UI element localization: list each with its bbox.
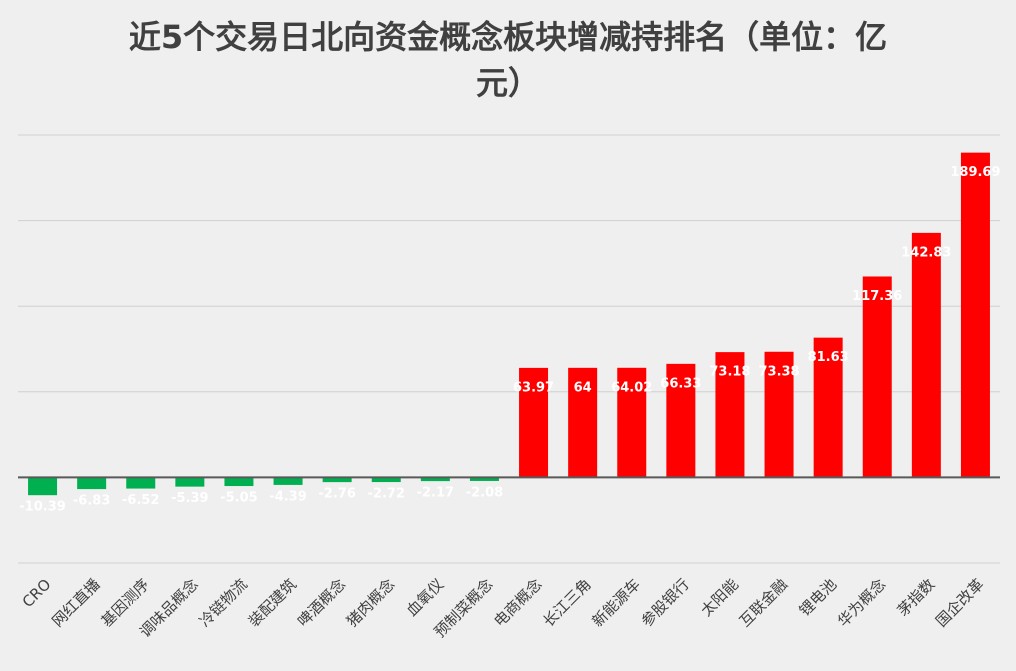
x-tick-label: 新能源车 bbox=[589, 575, 644, 630]
x-tick-label: 茅指数 bbox=[894, 575, 939, 620]
value-label: 63.97 bbox=[513, 380, 554, 395]
bar bbox=[28, 477, 58, 496]
x-tick-label: 长江三角 bbox=[539, 575, 594, 630]
value-label: 73.38 bbox=[758, 364, 799, 379]
bar bbox=[420, 477, 450, 482]
value-label: -4.39 bbox=[269, 489, 306, 504]
x-tick-label: 冷链物流 bbox=[196, 575, 251, 630]
value-label: -2.72 bbox=[368, 487, 405, 502]
bar bbox=[960, 152, 990, 478]
x-tick-label: CRO bbox=[19, 575, 55, 611]
value-label: 142.83 bbox=[901, 245, 951, 260]
x-tick-label: 锂电池 bbox=[796, 575, 841, 620]
bar bbox=[469, 477, 499, 481]
bar bbox=[813, 337, 843, 478]
bar bbox=[175, 477, 205, 487]
value-label: -5.05 bbox=[220, 491, 257, 506]
bar bbox=[862, 276, 892, 478]
bar bbox=[568, 367, 598, 478]
x-tick-label: 啤酒概念 bbox=[294, 575, 349, 630]
bar bbox=[371, 477, 401, 483]
bar bbox=[126, 477, 156, 489]
bar bbox=[617, 367, 647, 478]
value-label: -5.39 bbox=[171, 491, 208, 506]
value-label: -2.76 bbox=[318, 487, 355, 502]
value-label: -2.17 bbox=[417, 486, 454, 501]
value-label: -10.39 bbox=[19, 500, 66, 515]
value-label: -2.08 bbox=[466, 485, 503, 500]
bar bbox=[322, 477, 352, 483]
value-label: 73.18 bbox=[709, 365, 750, 380]
bar bbox=[764, 351, 794, 478]
chart-title: 近5个交易日北向资金概念板块增减持排名（单位：亿元） bbox=[128, 18, 888, 102]
value-label: -6.52 bbox=[122, 493, 159, 508]
value-label: 64 bbox=[574, 380, 592, 395]
x-tick-label: 互联金融 bbox=[736, 575, 791, 630]
value-label: 81.63 bbox=[808, 350, 849, 365]
bar bbox=[715, 352, 745, 478]
value-label: 117.36 bbox=[852, 289, 902, 304]
value-label: 64.02 bbox=[611, 380, 652, 395]
x-tick-label: 猪肉概念 bbox=[343, 575, 398, 630]
value-label: 189.69 bbox=[950, 165, 1000, 180]
x-tick-label: 电商概念 bbox=[490, 575, 545, 630]
bar bbox=[224, 477, 254, 487]
x-tick-label: 血氧仪 bbox=[403, 575, 448, 620]
bar bbox=[911, 232, 941, 478]
x-tick-label: 装配建筑 bbox=[245, 575, 300, 630]
bar bbox=[519, 367, 549, 478]
value-label: 66.33 bbox=[660, 376, 701, 391]
x-tick-label: 太阳能 bbox=[697, 575, 742, 620]
x-tick-label: 网红直播 bbox=[48, 575, 103, 630]
bar bbox=[666, 363, 696, 478]
x-tick-label: 华为概念 bbox=[834, 575, 889, 630]
bar bbox=[77, 477, 107, 490]
bar bbox=[273, 477, 303, 485]
x-tick-label: 参股银行 bbox=[638, 575, 693, 630]
x-tick-label: 国企改革 bbox=[932, 575, 987, 630]
value-label: -6.83 bbox=[73, 494, 110, 509]
